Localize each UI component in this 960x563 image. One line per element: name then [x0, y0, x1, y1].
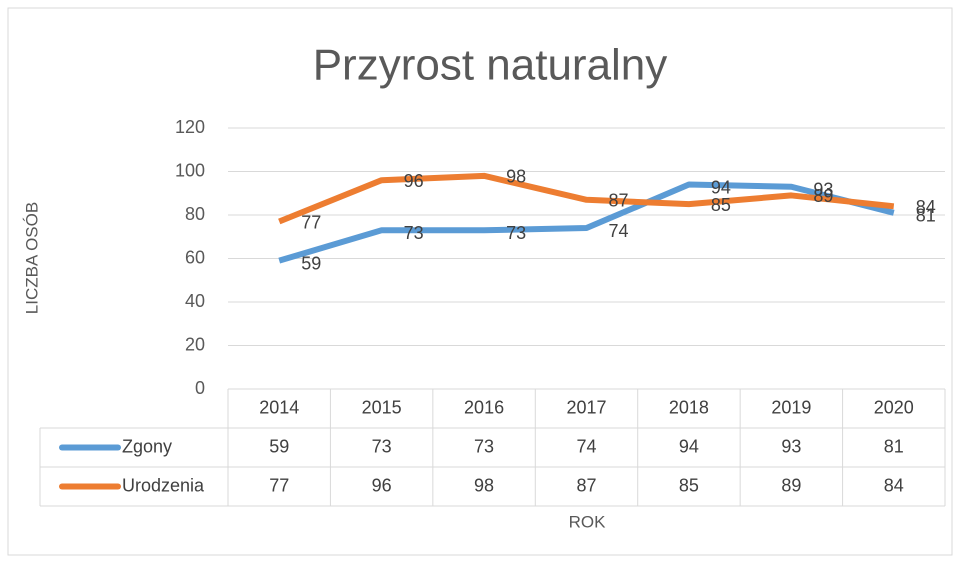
data-label: 73	[506, 223, 526, 243]
table-value: 96	[372, 475, 392, 495]
table-value: 77	[269, 475, 289, 495]
table-value: 93	[781, 436, 801, 456]
table-value: 73	[474, 436, 494, 456]
legend-label: Urodzenia	[122, 475, 205, 495]
y-axis-label: LICZBA OSÓB	[22, 202, 41, 314]
y-tick-label: 0	[195, 378, 205, 398]
data-label: 59	[301, 253, 321, 273]
y-tick-label: 40	[185, 291, 205, 311]
table-value: 94	[679, 436, 699, 456]
data-label: 73	[404, 223, 424, 243]
x-tick-label: 2017	[566, 397, 606, 417]
chart-title: Przyrost naturalny	[313, 41, 668, 90]
chart-border	[7, 7, 953, 556]
y-tick-label: 120	[175, 117, 205, 137]
table-value: 87	[576, 475, 596, 495]
data-label: 96	[404, 171, 424, 191]
data-label: 77	[301, 212, 321, 232]
table-value: 85	[679, 475, 699, 495]
table-value: 89	[781, 475, 801, 495]
table-value: 81	[884, 436, 904, 456]
data-label: 85	[711, 195, 731, 215]
x-axis-label: ROK	[569, 512, 607, 531]
table-value: 84	[884, 475, 904, 495]
series-line	[278, 172, 895, 225]
data-label: 89	[813, 186, 833, 206]
x-tick-label: 2015	[362, 397, 402, 417]
data-label: 84	[916, 197, 936, 217]
x-tick-label: 2014	[259, 397, 299, 417]
legend-label: Zgony	[122, 436, 172, 456]
x-tick-label: 2020	[874, 397, 914, 417]
y-tick-label: 20	[185, 334, 205, 354]
y-tick-label: 60	[185, 247, 205, 267]
x-tick-label: 2016	[464, 397, 504, 417]
series-line	[278, 181, 895, 264]
data-label: 87	[609, 191, 629, 211]
y-tick-label: 80	[185, 204, 205, 224]
data-label: 81	[916, 206, 936, 226]
table-value: 74	[576, 436, 596, 456]
data-label: 98	[506, 167, 526, 187]
y-tick-label: 100	[175, 160, 205, 180]
table-value: 98	[474, 475, 494, 495]
data-label: 74	[609, 221, 629, 241]
data-label: 93	[813, 179, 833, 199]
x-tick-label: 2018	[669, 397, 709, 417]
table-value: 59	[269, 436, 289, 456]
table-value: 73	[372, 436, 392, 456]
data-label: 94	[711, 177, 731, 197]
x-tick-label: 2019	[771, 397, 811, 417]
